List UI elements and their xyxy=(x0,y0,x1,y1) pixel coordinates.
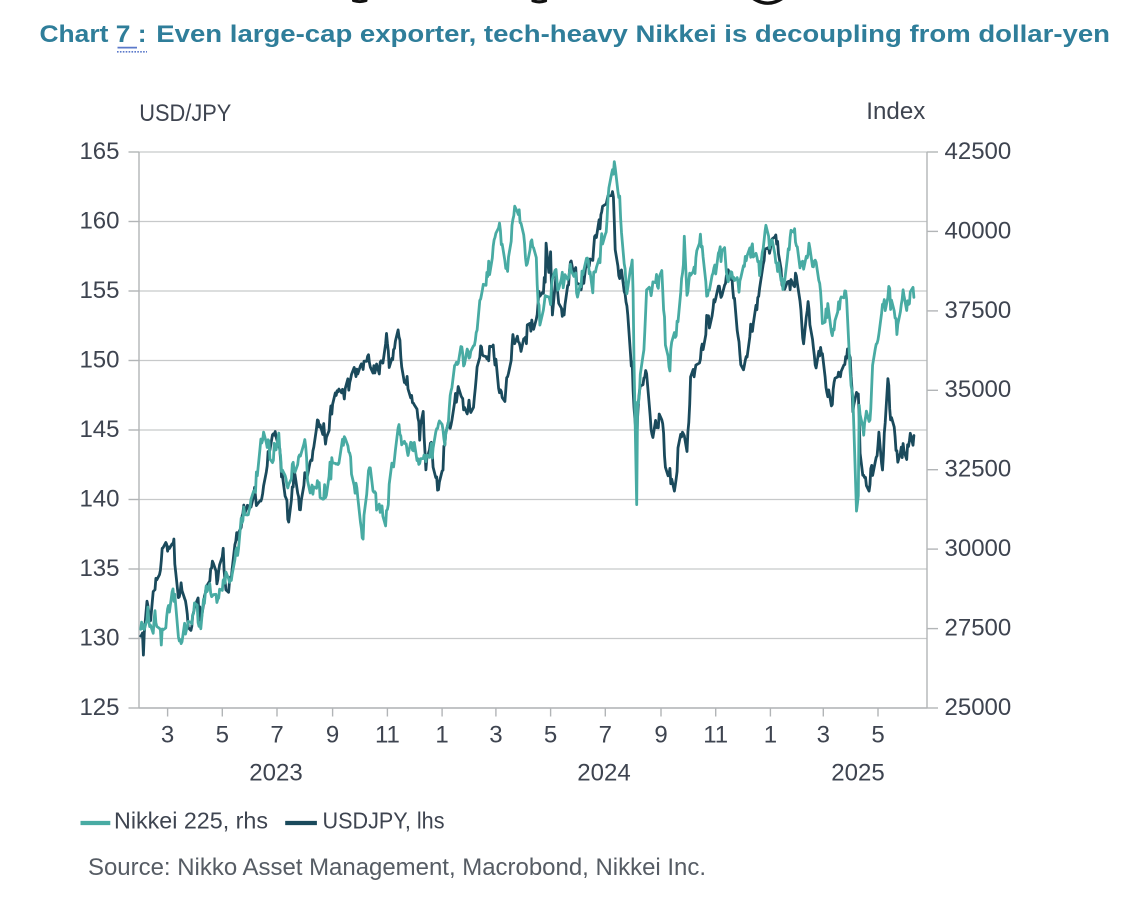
svg-text:7: 7 xyxy=(599,722,612,749)
svg-text:Source: Nikko Asset Management: Source: Nikko Asset Management, Macrobon… xyxy=(88,854,706,881)
svg-text:160: 160 xyxy=(79,207,119,234)
svg-text:11: 11 xyxy=(703,722,728,749)
svg-text:150: 150 xyxy=(79,346,119,373)
svg-text:9: 9 xyxy=(326,722,339,749)
svg-text:3: 3 xyxy=(489,722,502,749)
svg-text:7: 7 xyxy=(270,722,283,749)
svg-text:USD/JPY: USD/JPY xyxy=(139,100,231,127)
svg-text:37500: 37500 xyxy=(945,297,1012,324)
svg-text:145: 145 xyxy=(79,416,119,443)
svg-text:Nikkei 225, rhs: Nikkei 225, rhs xyxy=(114,808,268,834)
svg-text:2023: 2023 xyxy=(249,760,302,787)
svg-text:2025: 2025 xyxy=(831,760,884,787)
svg-text:5: 5 xyxy=(871,722,884,749)
svg-text:135: 135 xyxy=(79,555,119,582)
svg-text:125: 125 xyxy=(79,694,119,721)
svg-text:40000: 40000 xyxy=(945,217,1012,244)
svg-text:USDJPY, lhs: USDJPY, lhs xyxy=(323,808,445,834)
svg-text:3: 3 xyxy=(817,722,830,749)
svg-text:165: 165 xyxy=(79,138,119,165)
svg-text:130: 130 xyxy=(79,624,119,651)
svg-text:25000: 25000 xyxy=(945,694,1012,721)
svg-text:27500: 27500 xyxy=(945,615,1012,642)
svg-text:32500: 32500 xyxy=(945,456,1012,483)
svg-text:155: 155 xyxy=(79,277,119,304)
svg-text:5: 5 xyxy=(216,722,229,749)
svg-text:Even large-cap exporter, tech-: Even large-cap exporter, tech-heavy Nikk… xyxy=(156,21,1110,48)
svg-text:Chart 7 :: Chart 7 : xyxy=(40,21,147,48)
svg-text:30000: 30000 xyxy=(945,535,1012,562)
svg-text:9: 9 xyxy=(654,722,667,749)
svg-text:1: 1 xyxy=(764,722,777,749)
svg-text:1: 1 xyxy=(435,722,448,749)
svg-text:Index: Index xyxy=(866,98,925,125)
svg-text:3: 3 xyxy=(161,722,174,749)
svg-text:2024: 2024 xyxy=(577,760,630,787)
svg-text:5: 5 xyxy=(544,722,557,749)
svg-text:140: 140 xyxy=(79,485,119,512)
svg-text:11: 11 xyxy=(375,722,400,749)
svg-text:42500: 42500 xyxy=(945,138,1012,165)
svg-text:35000: 35000 xyxy=(945,376,1012,403)
